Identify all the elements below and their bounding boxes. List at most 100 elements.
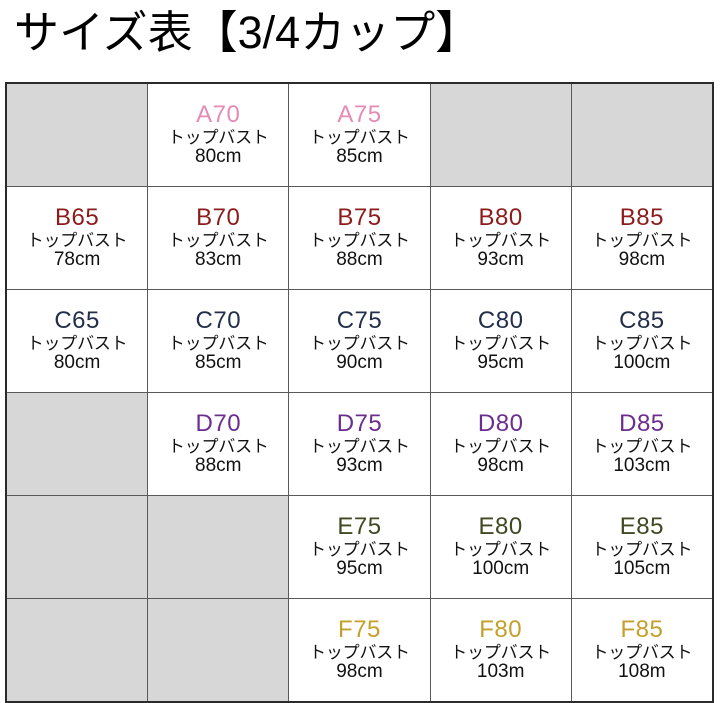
table-row: D70 トップバスト 88cm D75 トップバスト 93cm D80 トップバスト 98cm D… — [5, 392, 714, 496]
top-bust-value: 100cm — [472, 558, 530, 580]
size-code-label: E85 — [619, 513, 664, 541]
top-bust-value: 98cm — [477, 455, 524, 477]
top-bust-label: トップバスト — [26, 231, 128, 251]
size-cell[interactable]: A70 トップバスト 80cm — [147, 82, 290, 187]
size-cell-empty — [5, 495, 149, 599]
size-cell[interactable]: D85 トップバスト 103cm — [570, 392, 714, 496]
top-bust-label: トップバスト — [309, 231, 410, 251]
top-bust-value: 85cm — [195, 352, 242, 374]
size-cell-content: F80 トップバスト 103m — [431, 599, 571, 701]
size-code-label: C85 — [619, 307, 665, 335]
top-bust-label: トップバスト — [450, 540, 552, 560]
size-cell[interactable]: A75 トップバスト 85cm — [288, 82, 431, 187]
size-cell-content: C85 トップバスト 100cm — [572, 290, 712, 392]
size-cell-content: B80 トップバスト 93cm — [431, 187, 571, 289]
size-cell-content: C65 トップバスト 80cm — [7, 290, 147, 392]
size-cell[interactable]: C75 トップバスト 90cm — [288, 289, 431, 393]
size-cell[interactable]: E75 トップバスト 95cm — [288, 495, 431, 599]
size-cell[interactable]: B65 トップバスト 78cm — [5, 186, 149, 290]
size-cell[interactable]: C70 トップバスト 85cm — [147, 289, 290, 393]
size-cell[interactable]: D75 トップバスト 93cm — [288, 392, 431, 496]
size-cell-content: C70 トップバスト 85cm — [148, 290, 288, 392]
size-code-label: B75 — [337, 204, 382, 232]
top-bust-value: 105cm — [613, 558, 671, 580]
table-row: C65 トップバスト 80cm C70 トップバスト 85cm C75 トップバスト 90cm C… — [5, 289, 714, 393]
top-bust-label: トップバスト — [309, 437, 410, 457]
top-bust-value: 98cm — [618, 249, 666, 271]
top-bust-label: トップバスト — [167, 231, 269, 251]
size-cell-empty — [570, 82, 714, 187]
top-bust-label: トップバスト — [167, 437, 269, 457]
size-cell[interactable]: C80 トップバスト 95cm — [429, 289, 572, 393]
top-bust-value: 90cm — [336, 352, 383, 374]
size-cell-content: F75 トップバスト 98cm — [289, 599, 429, 701]
top-bust-value: 100cm — [613, 352, 671, 374]
top-bust-label: トップバスト — [167, 128, 269, 148]
size-cell-content: F85 トップバスト 108m — [572, 599, 712, 701]
size-cell-content: E85 トップバスト 105cm — [572, 496, 712, 598]
size-code-label: B70 — [196, 204, 241, 232]
size-code-label: A75 — [337, 101, 382, 129]
page-title: サイズ表【3/4カップ】 — [14, 7, 481, 58]
size-cell[interactable]: F80 トップバスト 103m — [429, 598, 572, 703]
size-cell[interactable]: F85 トップバスト 108m — [570, 598, 714, 703]
top-bust-value: 93cm — [336, 455, 383, 477]
size-cell-empty — [429, 82, 572, 187]
size-cell[interactable]: C85 トップバスト 100cm — [570, 289, 714, 393]
top-bust-label: トップバスト — [450, 437, 552, 457]
size-code-label: B85 — [619, 204, 664, 232]
size-code-label: D80 — [477, 410, 524, 438]
top-bust-label: トップバスト — [591, 231, 693, 251]
top-bust-value: 80cm — [195, 146, 242, 168]
top-bust-label: トップバスト — [591, 540, 693, 560]
top-bust-value: 83cm — [195, 249, 242, 271]
size-code-label: F80 — [479, 616, 523, 644]
size-cell[interactable]: B75 トップバスト 88cm — [288, 186, 431, 290]
size-cell[interactable]: E85 トップバスト 105cm — [570, 495, 714, 599]
size-cell[interactable]: B80 トップバスト 93cm — [429, 186, 572, 290]
size-code-label: B65 — [54, 204, 100, 232]
size-cell-content: E75 トップバスト 95cm — [289, 496, 429, 598]
size-code-label: E80 — [478, 513, 523, 541]
size-cell[interactable]: E80 トップバスト 100cm — [429, 495, 572, 599]
top-bust-value: 95cm — [336, 558, 383, 580]
size-cell[interactable]: B85 トップバスト 98cm — [570, 186, 714, 290]
top-bust-value: 103cm — [613, 455, 671, 477]
size-cell-content: D75 トップバスト 93cm — [289, 393, 429, 495]
size-cell-content: B75 トップバスト 88cm — [289, 187, 429, 289]
top-bust-label: トップバスト — [26, 334, 128, 354]
size-cell-content: B65 トップバスト 78cm — [7, 187, 147, 289]
top-bust-label: トップバスト — [591, 643, 693, 663]
size-cell-empty — [5, 598, 149, 703]
top-bust-value: 78cm — [53, 249, 101, 271]
size-cell[interactable]: D70 トップバスト 88cm — [147, 392, 290, 496]
size-table-body: A70 トップバスト 80cm A75 トップバスト 85cm B65 トップバスト 78cm B… — [5, 82, 714, 703]
top-bust-label: トップバスト — [167, 334, 269, 354]
table-row: E75 トップバスト 95cm E80 トップバスト 100cm E85 トップバスト 105c… — [5, 495, 714, 599]
size-cell[interactable]: C65 トップバスト 80cm — [5, 289, 149, 393]
size-cell-content: D85 トップバスト 103cm — [572, 393, 712, 495]
top-bust-label: トップバスト — [591, 437, 693, 457]
size-code-label: F75 — [338, 616, 381, 644]
size-cell-content: A75 トップバスト 85cm — [289, 84, 429, 186]
table-row: A70 トップバスト 80cm A75 トップバスト 85cm — [5, 82, 714, 187]
size-cell-content: B70 トップバスト 83cm — [148, 187, 288, 289]
top-bust-value: 80cm — [53, 352, 101, 374]
top-bust-label: トップバスト — [450, 334, 552, 354]
top-bust-value: 93cm — [477, 249, 524, 271]
size-code-label: D70 — [195, 410, 242, 438]
top-bust-value: 103m — [476, 661, 525, 683]
size-cell-content: A70 トップバスト 80cm — [148, 84, 288, 186]
size-code-label: C80 — [477, 307, 524, 335]
size-cell-content: C75 トップバスト 90cm — [289, 290, 429, 392]
top-bust-label: トップバスト — [309, 540, 410, 560]
table-row: F75 トップバスト 98cm F80 トップバスト 103m F85 トップバスト 108m — [5, 598, 714, 703]
size-cell[interactable]: F75 トップバスト 98cm — [288, 598, 431, 703]
size-cell-content: D70 トップバスト 88cm — [148, 393, 288, 495]
top-bust-value: 98cm — [336, 661, 383, 683]
size-cell[interactable]: D80 トップバスト 98cm — [429, 392, 572, 496]
size-cell[interactable]: B70 トップバスト 83cm — [147, 186, 290, 290]
top-bust-label: トップバスト — [309, 128, 410, 148]
top-bust-label: トップバスト — [591, 334, 693, 354]
